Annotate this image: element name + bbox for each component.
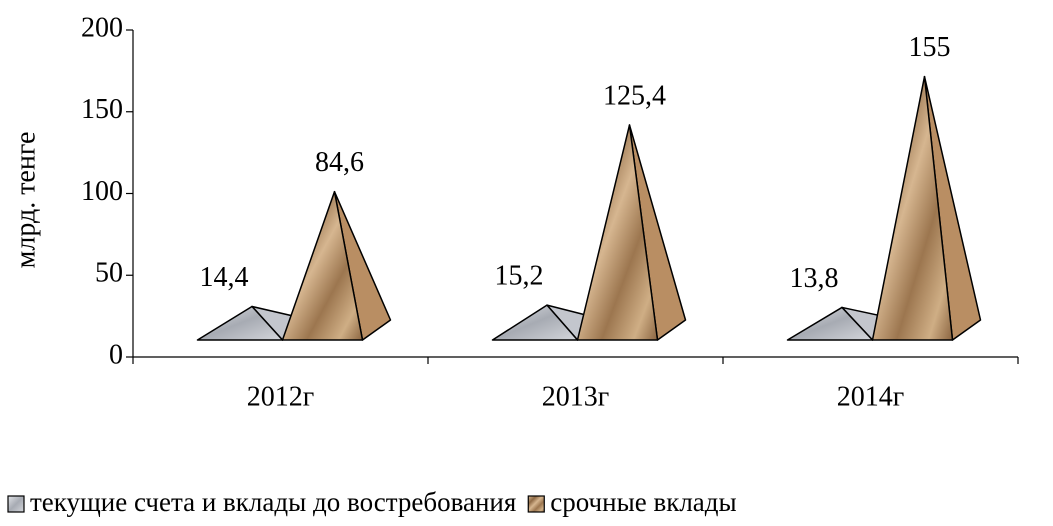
y-tick-label: 0 bbox=[109, 339, 123, 370]
pyramid-face bbox=[196, 305, 284, 341]
pyramid-face bbox=[281, 190, 364, 341]
y-axis-label: млрд. тенге bbox=[10, 132, 41, 269]
value-label: 84,6 bbox=[315, 147, 364, 178]
legend-swatch bbox=[527, 495, 545, 513]
y-tick-label: 50 bbox=[95, 258, 123, 289]
y-tick-label: 200 bbox=[81, 12, 123, 43]
pyramid bbox=[281, 190, 392, 341]
legend-swatch bbox=[7, 495, 25, 513]
pyramid-face bbox=[786, 306, 874, 341]
pyramid bbox=[576, 124, 687, 341]
x-tick-label: 2012г bbox=[247, 381, 314, 412]
pyramid-face bbox=[491, 304, 579, 341]
x-tick-label: 2013г bbox=[542, 381, 609, 412]
value-label: 155 bbox=[909, 32, 951, 63]
y-tick-label: 150 bbox=[81, 94, 123, 125]
pyramid-face bbox=[576, 124, 659, 341]
value-label: 13,8 bbox=[790, 263, 839, 294]
pyramid bbox=[871, 75, 982, 341]
y-tick-label: 100 bbox=[81, 176, 123, 207]
pyramid-face bbox=[871, 75, 954, 341]
value-label: 14,4 bbox=[200, 262, 249, 293]
legend-label: срочные вклады bbox=[550, 487, 736, 517]
legend: текущие счета и вклады до востребования с… bbox=[7, 487, 737, 517]
value-label: 15,2 bbox=[495, 261, 544, 292]
x-tick-label: 2014г bbox=[837, 381, 904, 412]
legend-label: текущие счета и вклады до востребования bbox=[30, 487, 516, 517]
value-label: 125,4 bbox=[603, 80, 666, 111]
